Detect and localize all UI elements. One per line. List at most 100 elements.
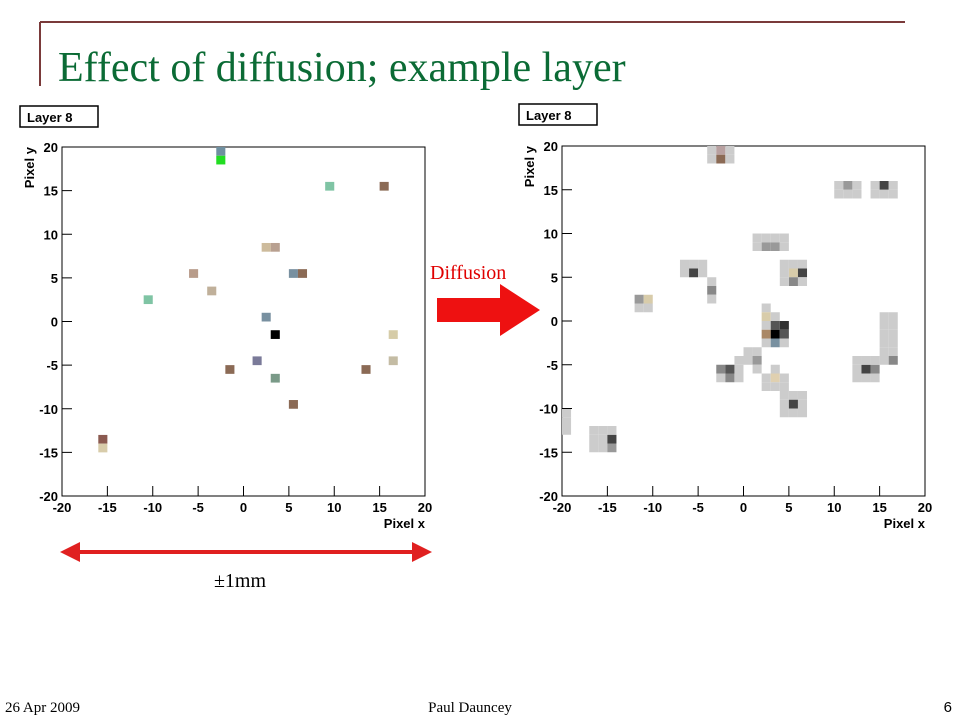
pixel	[852, 189, 862, 199]
pixel	[779, 408, 789, 418]
pixel	[297, 269, 308, 278]
pixel	[870, 364, 880, 374]
x-tick-label: -5	[692, 500, 704, 515]
title-box	[19, 105, 99, 128]
chart-title: Layer 8	[526, 108, 572, 123]
pixel	[725, 154, 735, 164]
pixel	[261, 242, 271, 252]
y-tick-label: -10	[539, 402, 558, 417]
x-axis-title: Pixel x	[384, 516, 426, 531]
pixel	[761, 382, 771, 391]
pixel	[270, 242, 280, 252]
pixel	[870, 373, 880, 383]
pixel	[879, 181, 889, 190]
pixel	[761, 233, 771, 243]
arrow-head	[412, 542, 432, 562]
pixel	[143, 295, 153, 305]
x-tick-label: 20	[918, 500, 932, 515]
pixel	[761, 321, 771, 330]
pixel	[852, 181, 862, 190]
pixel	[843, 189, 853, 199]
pixel	[770, 242, 780, 251]
pixel	[788, 268, 798, 278]
y-tick-label: 10	[544, 227, 558, 242]
x-tick-label: -15	[598, 500, 617, 515]
pixel	[770, 233, 780, 243]
pixel	[870, 181, 880, 190]
pixel	[888, 338, 898, 348]
pixel	[598, 434, 608, 444]
pixel	[879, 356, 889, 365]
pixel	[752, 356, 762, 365]
pixel	[788, 391, 798, 400]
pixel	[888, 347, 898, 356]
slide-title: Effect of diffusion; example layer	[58, 45, 626, 91]
y-tick-label: -15	[39, 445, 58, 460]
pixel	[779, 338, 789, 348]
pixel	[707, 294, 717, 304]
pixel	[879, 338, 889, 348]
arrow-head	[60, 542, 80, 562]
pixel	[607, 443, 617, 453]
pixel	[770, 338, 780, 348]
y-axis-title: Pixel y	[22, 146, 37, 188]
pixel	[797, 259, 808, 269]
pixel	[589, 434, 599, 444]
pixel	[770, 321, 780, 330]
y-tick-label: 5	[51, 271, 58, 286]
pixel	[189, 269, 199, 278]
pixel	[752, 242, 762, 251]
y-tick-label: 20	[544, 139, 558, 154]
x-tick-label: 0	[740, 500, 747, 515]
plot-frame	[561, 145, 926, 497]
pixel	[288, 400, 298, 409]
pixel	[779, 242, 789, 251]
pixel	[779, 233, 789, 243]
pixel	[770, 329, 780, 339]
pixel	[770, 364, 780, 374]
pixel	[770, 312, 780, 321]
footer-author: Paul Dauncey	[428, 700, 512, 716]
pixel	[761, 312, 771, 321]
pixel	[643, 303, 653, 313]
pixel	[752, 347, 762, 356]
pixel	[562, 426, 572, 435]
pixel	[689, 259, 699, 269]
pixel	[788, 259, 798, 269]
pixel	[216, 147, 226, 156]
pixel	[761, 373, 771, 383]
pixel	[888, 321, 898, 330]
pixel	[689, 268, 699, 278]
y-tick-label: 15	[44, 184, 58, 199]
y-tick-label: 0	[551, 314, 558, 329]
pixel	[252, 356, 262, 366]
pixel	[716, 373, 726, 383]
pixel	[861, 356, 871, 365]
pixel	[98, 434, 108, 444]
x-tick-label: -20	[53, 500, 72, 515]
y-tick-label: -10	[39, 402, 58, 417]
pixel	[707, 154, 717, 164]
pixel	[607, 434, 617, 444]
pixel	[634, 303, 644, 313]
pixel	[216, 155, 226, 165]
pixel	[888, 312, 898, 321]
x-tick-label: -5	[192, 500, 204, 515]
y-tick-label: -5	[546, 358, 558, 373]
arrow-label: Diffusion	[430, 262, 506, 284]
pixel	[743, 356, 753, 365]
pixel	[779, 321, 789, 330]
pixel	[879, 347, 889, 356]
y-tick-label: -20	[39, 489, 58, 504]
pixel	[779, 399, 789, 409]
pixel	[288, 269, 298, 278]
x-tick-label: 20	[418, 500, 432, 515]
pixel	[679, 268, 690, 278]
pixel	[589, 443, 599, 453]
pixel	[870, 189, 880, 199]
pixel	[643, 294, 653, 304]
y-tick-label: 20	[44, 140, 58, 155]
title-box	[518, 103, 598, 126]
x-tick-label: -20	[553, 500, 572, 515]
pixel	[788, 408, 798, 418]
